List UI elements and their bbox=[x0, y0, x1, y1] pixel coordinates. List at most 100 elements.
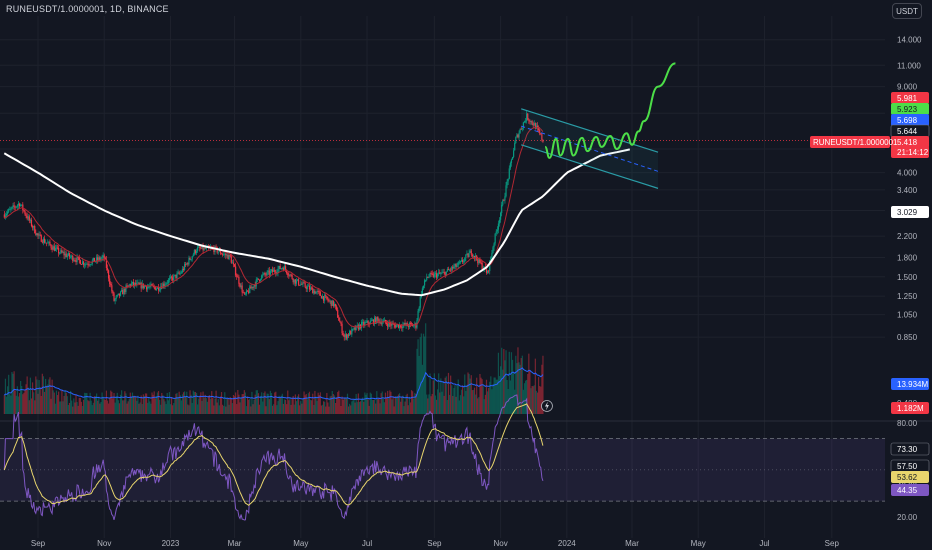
volume-bar bbox=[304, 395, 306, 414]
volume-bar bbox=[125, 393, 127, 414]
volume-bar bbox=[338, 390, 340, 414]
rsi-upper-tag: 73.30 bbox=[897, 445, 918, 454]
candle-body bbox=[270, 269, 273, 272]
currency-button[interactable]: USDT bbox=[892, 3, 922, 19]
candle-body bbox=[165, 283, 167, 285]
candle-body bbox=[265, 274, 267, 276]
candle-body bbox=[317, 291, 319, 292]
volume-bar bbox=[253, 399, 255, 414]
candle-body bbox=[218, 250, 220, 252]
volume-bar bbox=[8, 374, 10, 414]
candle-body bbox=[93, 257, 96, 262]
candle-body bbox=[521, 127, 523, 130]
candle-body bbox=[469, 250, 471, 253]
volume-bar bbox=[400, 401, 402, 414]
rsi-ma-tag-bg bbox=[891, 471, 929, 483]
candle-body bbox=[263, 273, 265, 275]
volume-bar bbox=[229, 396, 231, 414]
candle-body bbox=[309, 287, 312, 290]
candle-body bbox=[122, 290, 124, 295]
volume-bar bbox=[321, 404, 324, 414]
volume-bar bbox=[359, 401, 362, 414]
candle-body bbox=[341, 323, 343, 333]
candle-body bbox=[427, 277, 429, 278]
volume-bar bbox=[404, 401, 406, 414]
volume-bar bbox=[330, 395, 332, 414]
volume-bar bbox=[131, 392, 134, 414]
candle-body bbox=[442, 271, 444, 273]
volume-bar bbox=[530, 388, 532, 414]
candle-body bbox=[538, 127, 540, 131]
volume-bar bbox=[254, 394, 256, 414]
candle-body bbox=[467, 253, 469, 258]
volume-bar bbox=[182, 392, 185, 414]
volume-bar bbox=[362, 397, 364, 414]
candle-body bbox=[515, 137, 517, 144]
candle-body bbox=[511, 156, 514, 160]
volume-bar bbox=[231, 403, 233, 414]
rsi-ma-line bbox=[3, 403, 544, 506]
candle-body bbox=[174, 274, 176, 276]
volume-bar bbox=[303, 391, 305, 414]
volume-bar bbox=[351, 401, 353, 414]
volume-bar bbox=[232, 395, 235, 414]
candle-body bbox=[115, 296, 117, 299]
candle-body bbox=[225, 253, 227, 256]
candle-body bbox=[29, 219, 32, 221]
volume-bar bbox=[542, 355, 544, 414]
volume-bar bbox=[453, 388, 455, 414]
time-tick-label: Sep bbox=[825, 539, 840, 548]
candle-body bbox=[168, 278, 170, 280]
candle-body bbox=[164, 284, 166, 286]
volume-bar bbox=[25, 384, 27, 414]
volume-bar bbox=[271, 405, 274, 414]
volume-bar bbox=[175, 393, 177, 414]
candle-body bbox=[282, 268, 285, 270]
candle-body bbox=[136, 282, 138, 285]
candle-body bbox=[322, 296, 325, 301]
candle-body bbox=[190, 259, 192, 261]
volume-bar bbox=[43, 391, 46, 414]
candle-body bbox=[149, 286, 151, 287]
candle-body bbox=[160, 286, 162, 290]
volume-bar bbox=[87, 400, 89, 414]
candle-body bbox=[127, 285, 129, 287]
candle-body bbox=[404, 323, 406, 326]
volume-bar bbox=[147, 402, 149, 414]
candle-body bbox=[493, 243, 495, 248]
candle-body bbox=[242, 292, 244, 294]
volume-bar bbox=[328, 406, 330, 414]
volume-bar bbox=[461, 385, 464, 414]
volume-bar bbox=[248, 399, 250, 414]
volume-bar bbox=[83, 399, 85, 414]
candle-body bbox=[112, 291, 114, 294]
candle-body bbox=[494, 233, 496, 244]
volume-bar bbox=[469, 378, 471, 414]
volume-bar bbox=[353, 398, 355, 414]
candle-body bbox=[502, 200, 504, 205]
candle-body bbox=[399, 324, 401, 328]
volume-bar bbox=[33, 392, 35, 414]
candle-body bbox=[508, 168, 510, 179]
volume-bar bbox=[99, 403, 101, 414]
volume-bar bbox=[478, 397, 480, 414]
volume-bar bbox=[286, 404, 288, 414]
candle-body bbox=[320, 295, 323, 299]
candle-body bbox=[98, 257, 100, 260]
candle-body bbox=[250, 286, 252, 289]
volume-bar bbox=[49, 377, 51, 414]
candle-body bbox=[11, 206, 13, 209]
volume-bar bbox=[504, 360, 506, 414]
candle-body bbox=[524, 120, 527, 122]
volume-bar bbox=[124, 391, 126, 414]
candle-body bbox=[239, 283, 241, 287]
candle-body bbox=[347, 334, 350, 336]
candle-body bbox=[284, 266, 287, 270]
candle-body bbox=[18, 203, 21, 207]
volume-bar bbox=[317, 392, 319, 414]
volume-bar bbox=[358, 401, 361, 414]
volume-bar bbox=[155, 396, 157, 414]
rsi-tick-label: 80.00 bbox=[897, 419, 918, 428]
volume-bar bbox=[65, 392, 67, 414]
